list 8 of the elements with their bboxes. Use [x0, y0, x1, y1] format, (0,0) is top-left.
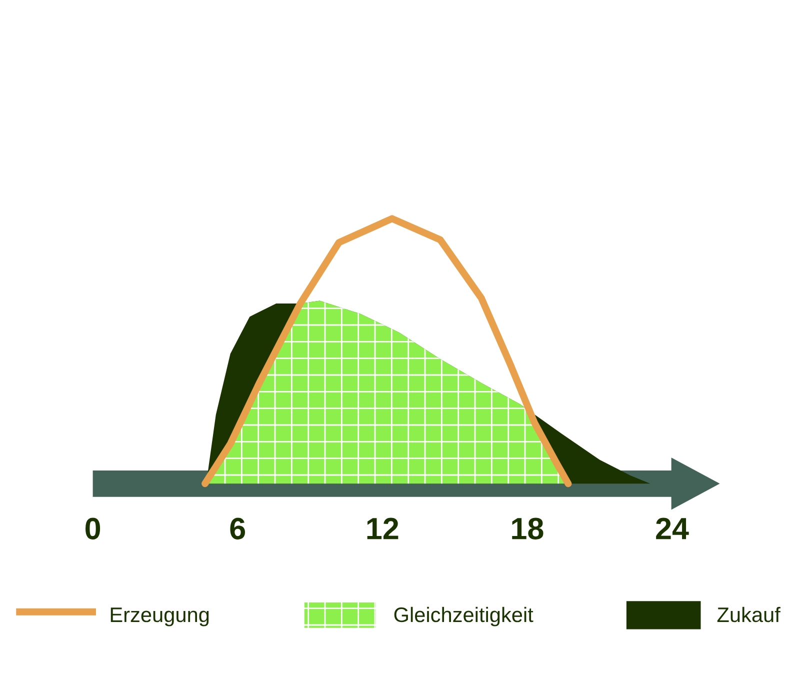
x-tick-label: 12 [367, 518, 398, 540]
legend-label: Erzeugung [110, 608, 209, 626]
x-tick-label: 0 [86, 518, 100, 540]
x-tick-label: 6 [230, 518, 245, 540]
legend-label: Zukauf [717, 606, 780, 622]
x-tick-label: 24 [656, 518, 689, 540]
legend-label: Gleichzeitigkeit [394, 606, 534, 626]
x-tick-label: 18 [512, 518, 544, 540]
